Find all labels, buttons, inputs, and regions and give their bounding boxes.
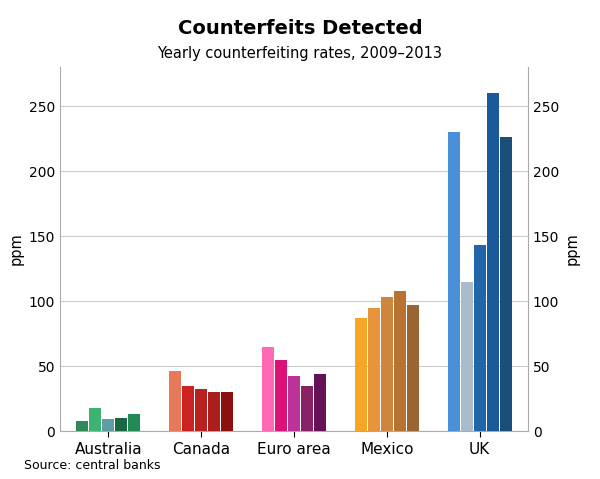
- Bar: [407, 305, 419, 431]
- Text: Yearly counterfeiting rates, 2009–2013: Yearly counterfeiting rates, 2009–2013: [157, 46, 443, 60]
- Bar: [314, 374, 326, 431]
- Bar: [394, 291, 406, 431]
- Bar: [128, 414, 140, 431]
- Bar: [102, 420, 115, 431]
- Y-axis label: ppm: ppm: [565, 233, 580, 265]
- Bar: [208, 392, 220, 431]
- Bar: [169, 371, 181, 431]
- Bar: [301, 386, 313, 431]
- Bar: [275, 360, 287, 431]
- Bar: [262, 347, 274, 431]
- Bar: [500, 137, 512, 431]
- Bar: [115, 418, 127, 431]
- Bar: [76, 421, 88, 431]
- Bar: [221, 392, 233, 431]
- Bar: [355, 318, 367, 431]
- Text: Source: central banks: Source: central banks: [24, 459, 161, 472]
- Bar: [195, 389, 207, 431]
- Bar: [487, 93, 499, 431]
- Bar: [381, 297, 393, 431]
- Bar: [461, 282, 473, 431]
- Bar: [368, 308, 380, 431]
- Bar: [448, 132, 460, 431]
- Bar: [89, 408, 101, 431]
- Bar: [473, 245, 486, 431]
- Y-axis label: ppm: ppm: [8, 233, 23, 265]
- Text: Counterfeits Detected: Counterfeits Detected: [178, 19, 422, 38]
- Bar: [182, 386, 194, 431]
- Bar: [288, 376, 300, 431]
